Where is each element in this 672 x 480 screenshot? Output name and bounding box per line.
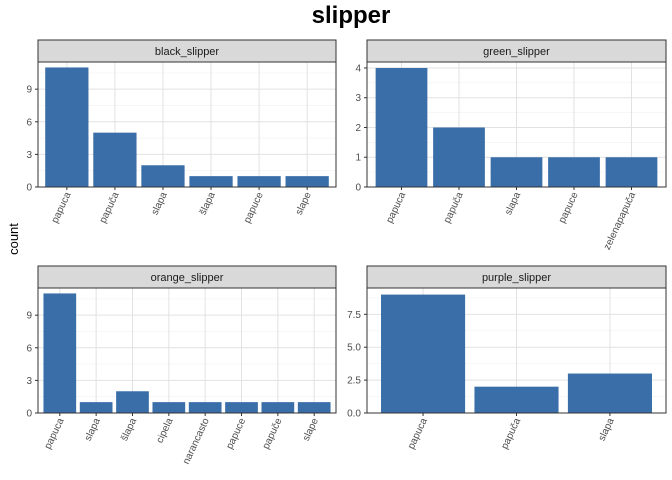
x-tick-label: papuce — [242, 190, 266, 225]
bar-papuce — [548, 157, 600, 187]
y-tick-label: 0 — [26, 409, 32, 420]
plot-background — [38, 288, 336, 413]
x-tick-label: papuča — [442, 190, 466, 225]
bar-papuca — [381, 294, 466, 413]
y-tick-label: 6 — [26, 117, 32, 128]
bar-papuce — [237, 176, 281, 187]
panel-border — [37, 61, 337, 188]
y-tick-label: 7.5 — [347, 310, 361, 321]
x-tick-label: slapa — [503, 190, 523, 217]
x-tick-label: papuca — [43, 416, 67, 451]
x-tick-label: papuca — [50, 190, 74, 225]
y-tick-label: 2 — [355, 123, 361, 134]
y-tick-label: 2.5 — [347, 376, 361, 387]
bar-papuča — [93, 132, 137, 187]
y-tick-label: 1 — [355, 153, 361, 164]
bar-slapa — [141, 165, 185, 187]
bar-papuča — [474, 386, 559, 413]
facet-panel-black_slipper: black_slipper 0 3 6 9 papuca papuča slapa šlapa p… — [26, 39, 337, 225]
x-tick-label: slapa — [83, 416, 103, 443]
x-tick-label: papuca — [406, 416, 430, 451]
facet-strip-label: green_slipper — [483, 46, 550, 58]
x-tick-label: šlapa — [198, 190, 218, 217]
y-tick-label: 6 — [26, 343, 32, 354]
x-tick-label: slapa — [150, 190, 170, 217]
bar-šlapa — [116, 391, 149, 413]
x-tick-label: slapa — [597, 416, 617, 443]
bar-slape — [285, 176, 329, 187]
bar-slapa — [567, 373, 652, 413]
x-tick-label: papuča — [98, 190, 122, 225]
panel-border — [366, 61, 667, 188]
bar-šlapa — [189, 176, 233, 187]
x-tick-label: papuce — [557, 190, 581, 225]
facet-panel-green_slipper: green_slipper 0 1 2 3 4 papuca papuča slapa papuc… — [355, 39, 667, 252]
x-tick-label: narancasto — [181, 416, 212, 466]
x-tick-label: slape — [294, 190, 314, 217]
bar-papuce — [225, 402, 258, 413]
x-tick-label: slape — [301, 416, 321, 443]
panel-border — [366, 287, 667, 414]
bar-slapa — [490, 157, 543, 187]
bar-slapa — [79, 402, 113, 413]
facet-panel-orange_slipper: orange_slipper 0 3 6 9 papuca slapa šlapa cipela… — [26, 265, 337, 466]
y-tick-label: 4 — [355, 63, 361, 74]
facet-panel-purple_slipper: purple_slipper 0.0 2.5 5.0 7.5 papuca papuča sl… — [347, 265, 667, 451]
bar-slape — [297, 402, 331, 413]
x-tick-label: papuce — [224, 416, 248, 451]
y-tick-label: 3 — [355, 93, 361, 104]
facet-strip-label: black_slipper — [155, 46, 220, 58]
y-tick-label: 0 — [26, 183, 32, 194]
y-tick-label: 0 — [355, 183, 361, 194]
bar-papuča — [433, 127, 485, 187]
facet-strip-label: orange_slipper — [151, 272, 224, 284]
y-tick-label: 3 — [26, 150, 32, 161]
bar-papuca — [43, 293, 77, 413]
x-tick-label: cipela — [155, 416, 176, 445]
facet-strip-label: purple_slipper — [482, 272, 551, 284]
bar-narancasto — [188, 402, 222, 413]
chart-title: slipper — [311, 2, 391, 29]
y-tick-label: 9 — [26, 311, 32, 322]
x-tick-label: papuča — [499, 416, 523, 451]
bar-papuca — [375, 67, 428, 187]
y-tick-label: 0.0 — [347, 409, 361, 420]
bar-zelenapapuča — [605, 157, 658, 187]
x-tick-label: papuče — [261, 416, 285, 451]
x-tick-label: šlapa — [119, 416, 139, 443]
bar-papuče — [261, 402, 295, 413]
panel-border — [37, 287, 337, 414]
x-tick-label: papuca — [384, 190, 408, 225]
y-tick-label: 5.0 — [347, 343, 361, 354]
x-tick-label: zelenapapuča — [602, 190, 638, 251]
y-tick-label: 3 — [26, 376, 32, 387]
y-tick-label: 9 — [26, 85, 32, 96]
bar-papuca — [45, 67, 89, 187]
bar-cipela — [152, 402, 186, 413]
